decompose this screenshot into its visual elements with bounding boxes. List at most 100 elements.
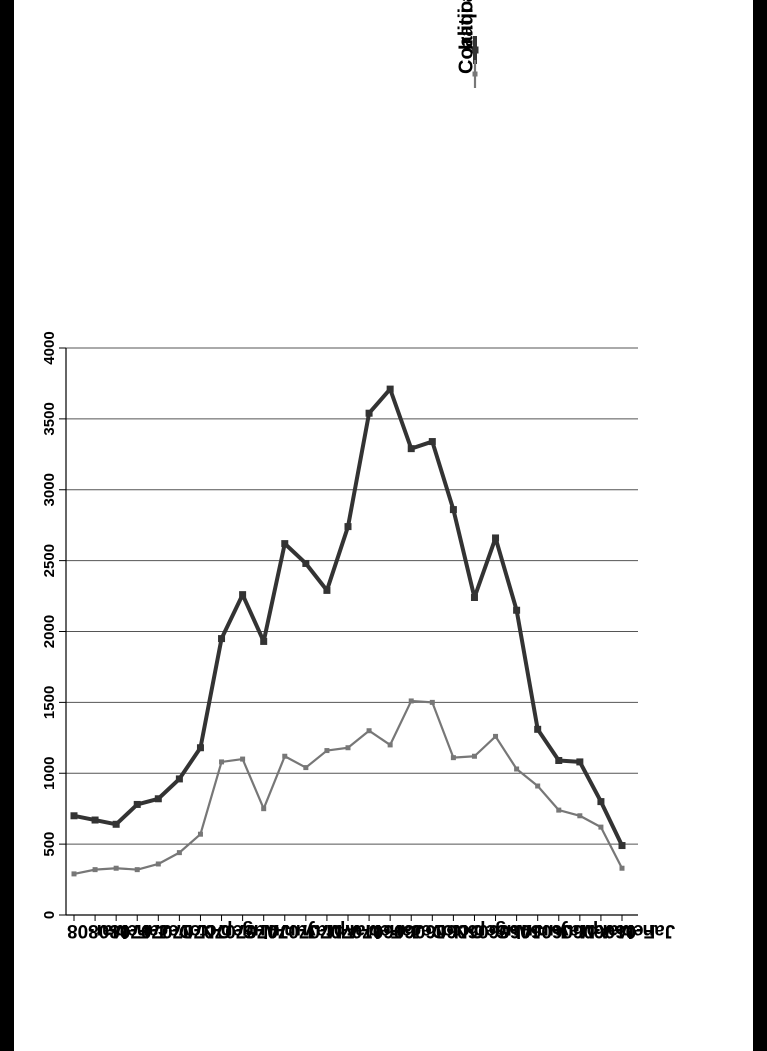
data-point — [281, 540, 289, 548]
data-point — [71, 871, 77, 877]
value-tick-label: 3500 — [41, 402, 58, 435]
data-point — [576, 758, 584, 766]
category-label: Jan-06 — [615, 920, 675, 941]
data-point — [492, 534, 500, 542]
category-label: Apr-07 — [299, 920, 359, 941]
data-point — [534, 725, 542, 733]
value-tick-label: 2000 — [41, 615, 58, 648]
value-tick-label: 1500 — [41, 686, 58, 719]
axes — [59, 347, 638, 921]
category-label: Dec-07 — [130, 920, 192, 941]
category-label: Nov-07 — [151, 920, 214, 941]
data-point — [513, 606, 521, 614]
legend-label: Coalition Data — [455, 0, 477, 74]
data-point — [302, 559, 310, 567]
series-layer — [70, 385, 626, 877]
data-point — [261, 806, 267, 812]
category-label: Sep-07 — [193, 920, 255, 941]
data-point — [407, 445, 415, 453]
value-tick-label: 500 — [41, 832, 58, 857]
legend-marker — [471, 46, 479, 54]
data-point — [260, 637, 268, 645]
category-label: Nov-06 — [404, 920, 467, 941]
value-tick-label: 4000 — [41, 331, 58, 364]
data-point — [218, 635, 226, 643]
data-point — [471, 753, 477, 759]
data-point — [450, 755, 456, 761]
data-point — [196, 744, 204, 752]
data-point — [597, 798, 605, 806]
data-point — [134, 867, 140, 873]
data-point — [387, 742, 393, 748]
data-point — [175, 775, 183, 783]
data-point — [366, 728, 372, 734]
category-label: May-07 — [278, 920, 342, 941]
category-label: Mar-07 — [320, 920, 381, 941]
data-point — [324, 748, 330, 754]
data-point — [197, 831, 203, 837]
category-label: Apr-06 — [552, 920, 612, 941]
data-point — [618, 842, 626, 850]
category-label: Feb-07 — [341, 920, 402, 941]
data-point — [556, 807, 562, 813]
category-label: Dec-06 — [383, 920, 445, 941]
data-point — [345, 745, 351, 751]
data-point — [514, 766, 520, 772]
data-point — [470, 593, 478, 601]
category-label: Aug-06 — [467, 920, 531, 941]
category-label: Jun-07 — [257, 920, 318, 941]
data-point — [155, 861, 161, 867]
series-line — [73, 387, 624, 847]
data-point — [619, 865, 625, 871]
tick-labels: 05001000150020002500300035004000Jan-06Fe… — [41, 331, 675, 941]
data-point — [92, 867, 98, 873]
data-point — [239, 591, 247, 599]
category-label: May-06 — [531, 920, 595, 941]
data-point — [386, 385, 394, 393]
data-point — [598, 824, 604, 830]
value-tick-label: 1000 — [41, 757, 58, 790]
data-point — [428, 438, 436, 446]
value-tick-label: 0 — [41, 911, 58, 919]
data-point — [176, 850, 182, 856]
category-label: Jan-08 — [109, 920, 169, 941]
data-point — [365, 409, 373, 417]
data-point — [240, 756, 246, 762]
data-point — [323, 586, 331, 594]
category-label: Feb-06 — [594, 920, 655, 941]
legend: Iraqi and Coalition DataCoalition Data — [455, 0, 479, 88]
category-label: Oct-06 — [425, 920, 484, 941]
data-point — [408, 698, 414, 704]
category-label: Jan-07 — [362, 920, 422, 941]
category-label: Jun-06 — [510, 920, 571, 941]
data-point — [282, 753, 288, 759]
data-point — [303, 765, 309, 771]
data-point — [577, 813, 583, 819]
data-point — [449, 506, 457, 514]
legend-label: Iraqi and Coalition Data — [455, 0, 477, 50]
data-point — [493, 733, 499, 739]
data-point — [133, 800, 141, 808]
data-point — [535, 783, 541, 789]
category-label: Mar-06 — [573, 920, 634, 941]
data-point — [91, 816, 99, 824]
data-point — [219, 759, 225, 765]
data-point — [112, 820, 120, 828]
gridlines — [66, 347, 638, 845]
legend-marker — [472, 71, 478, 77]
category-label: Mar-08 — [67, 920, 128, 941]
value-tick-label: 2500 — [41, 544, 58, 577]
category-label: Jul-07 — [236, 920, 291, 941]
data-point — [70, 812, 78, 820]
category-label: Jul-06 — [489, 920, 544, 941]
value-tick-label: 3000 — [41, 473, 58, 506]
data-point — [344, 523, 352, 531]
data-point — [555, 756, 563, 764]
data-point — [154, 795, 162, 803]
category-label: Feb-08 — [88, 920, 149, 941]
category-label: Oct-07 — [172, 920, 231, 941]
data-point — [113, 865, 119, 871]
data-point — [429, 699, 435, 705]
